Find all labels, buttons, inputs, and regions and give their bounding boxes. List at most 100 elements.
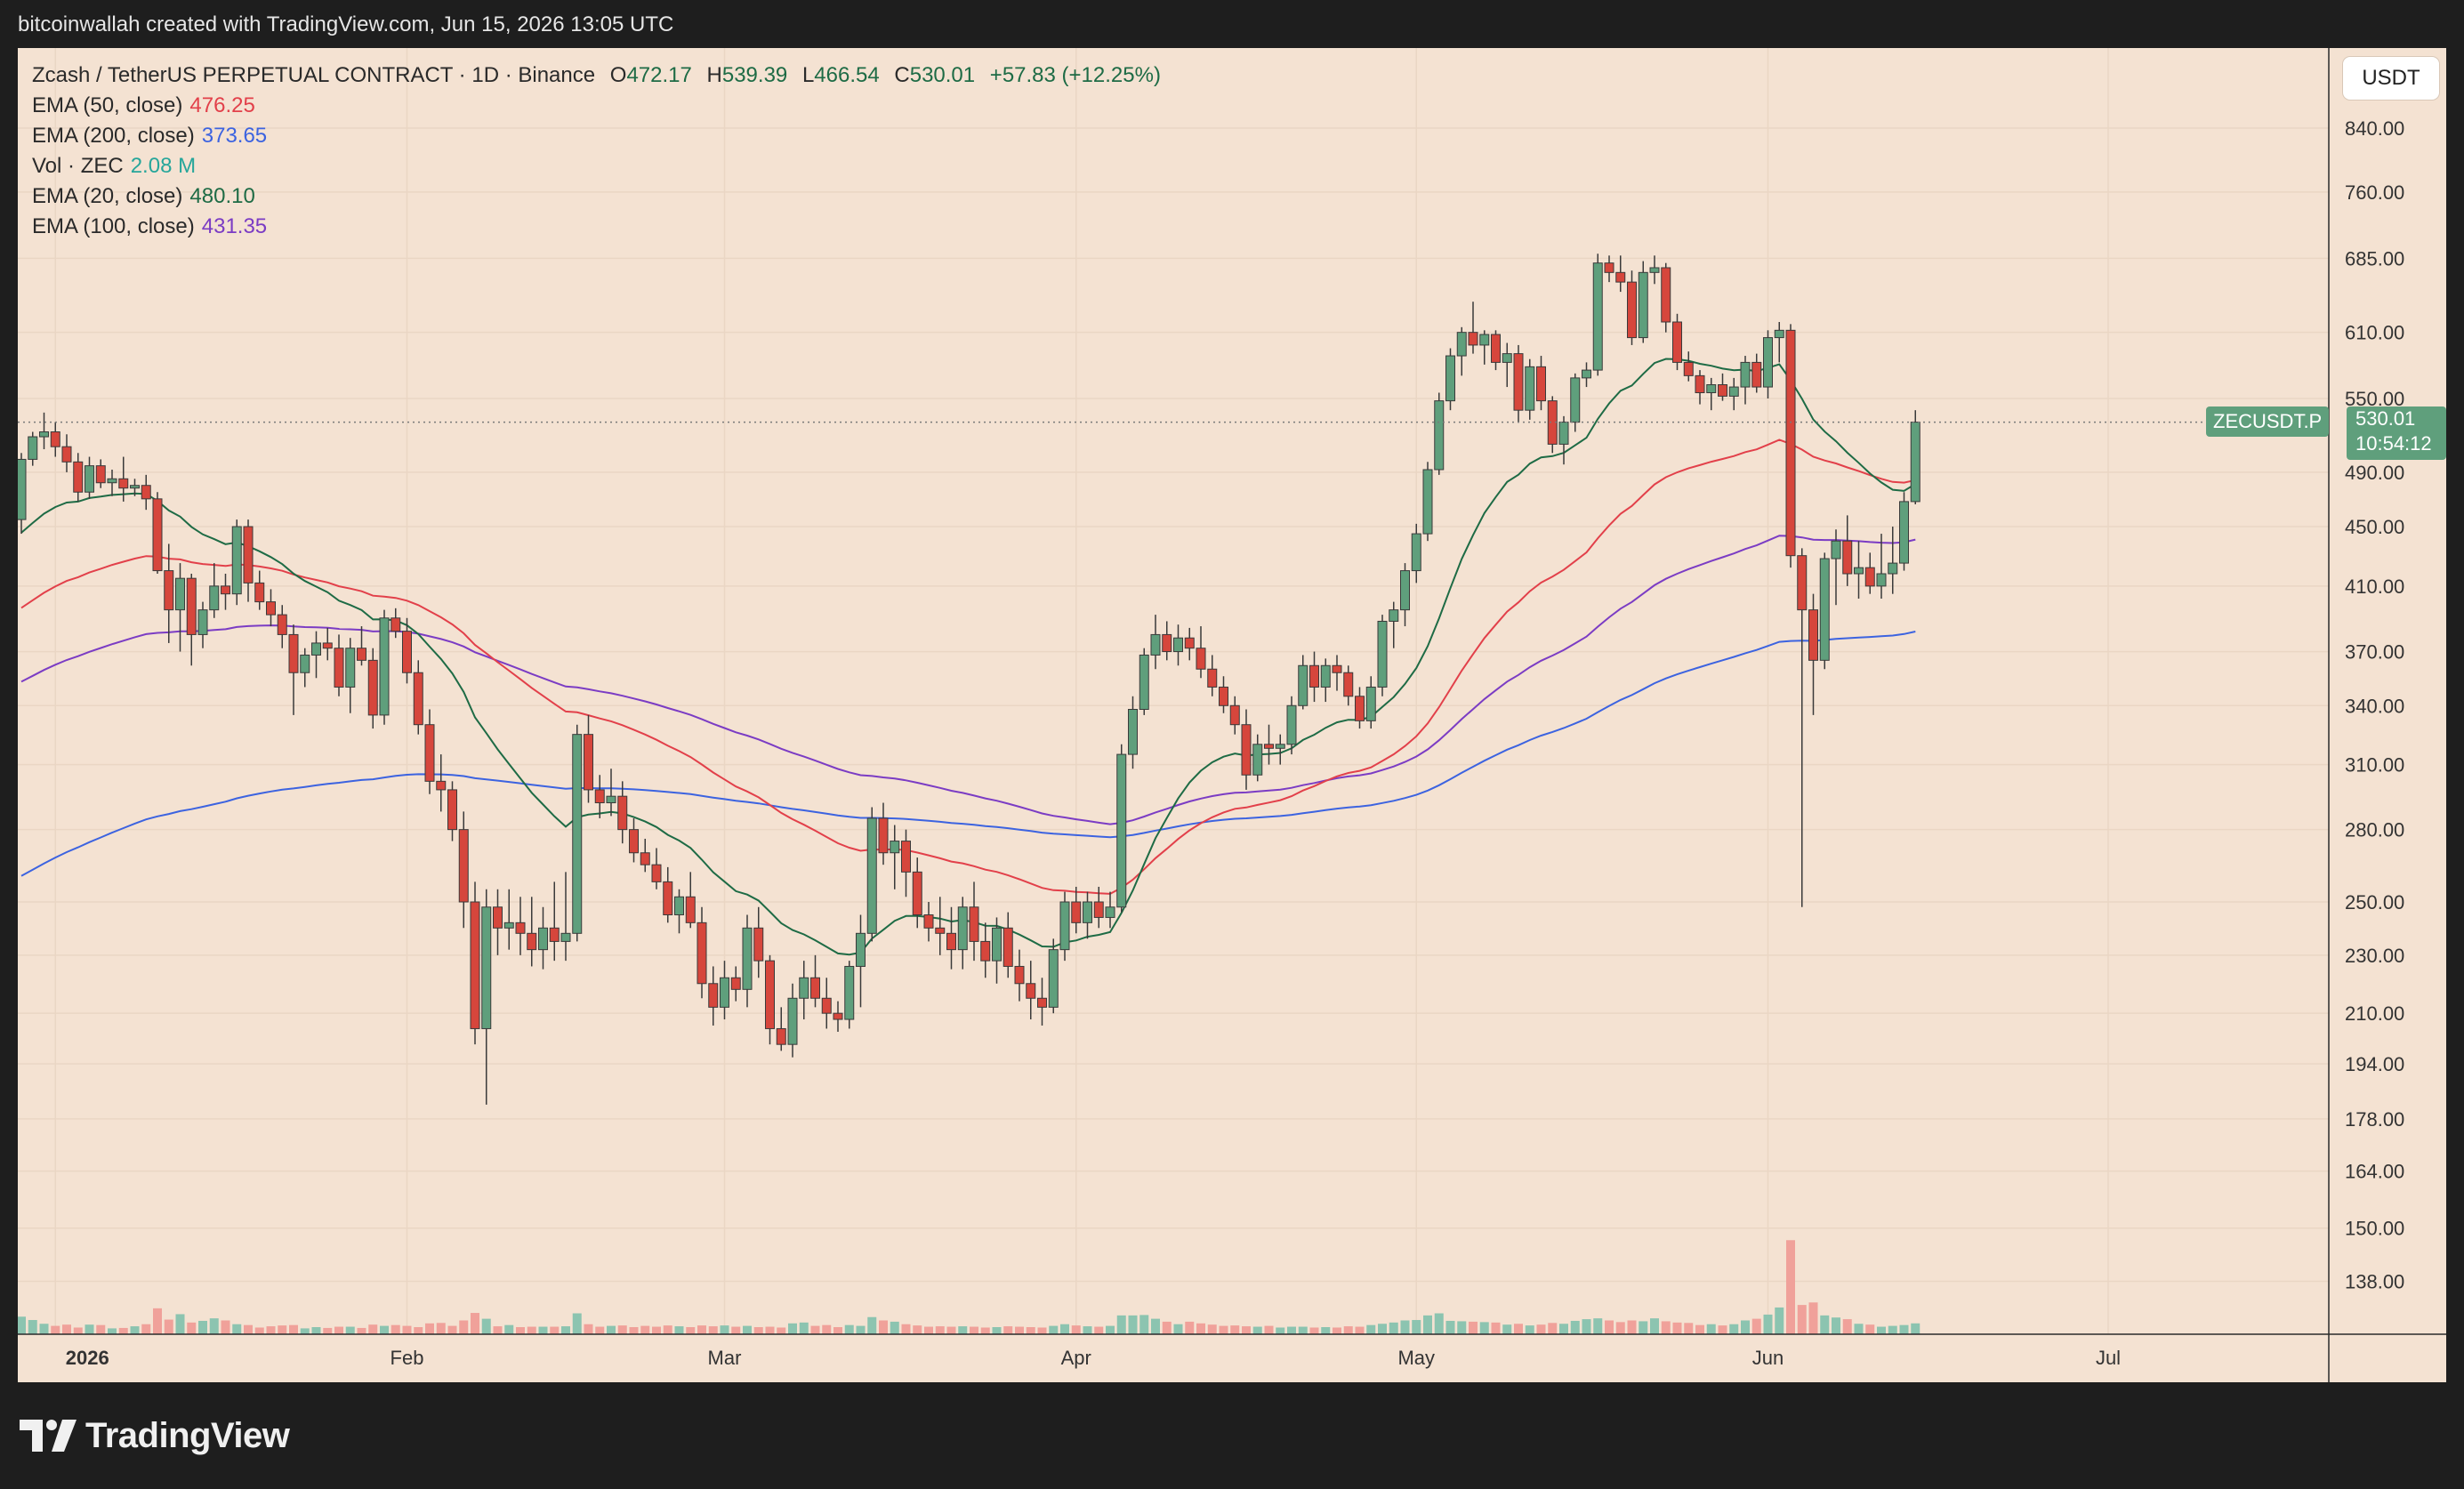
candle-body: [1751, 361, 1762, 388]
candle-body: [1422, 469, 1433, 535]
candle-body: [436, 780, 447, 791]
candle: [1434, 392, 1445, 475]
candle: [1264, 724, 1274, 765]
candle-body: [787, 997, 798, 1045]
volume-bar: [924, 1326, 933, 1334]
candle: [141, 474, 151, 511]
indicator-ema100[interactable]: EMA (100, close) 431.35: [32, 212, 1164, 242]
volume-bar: [447, 1325, 457, 1334]
candle-body: [1355, 696, 1365, 721]
time-tick-label: Jul: [2096, 1347, 2121, 1369]
indicator-label: Vol · ZEC: [32, 154, 124, 178]
indicator-ema50[interactable]: EMA (50, close) 476.25: [32, 91, 1164, 121]
candle: [95, 459, 106, 488]
candle: [742, 914, 753, 1008]
candle: [935, 897, 946, 955]
price-axis[interactable]: 840.00 760.00 685.00 610.00 550.00 490.00 450.…: [2345, 117, 2404, 1293]
volume-bar: [1593, 1318, 1603, 1334]
indicator-ema20[interactable]: EMA (20, close) 480.10: [32, 181, 1164, 212]
volume-bar: [1582, 1319, 1591, 1334]
candle-body: [1649, 267, 1660, 273]
volume-bar: [1139, 1315, 1149, 1334]
legend: Zcash / TetherUS PERPETUAL CONTRACT · 1D…: [32, 60, 1164, 242]
candle-body: [1298, 664, 1308, 706]
close-value: 530.01: [909, 63, 976, 87]
indicator-volume[interactable]: Vol · ZEC 2.08 M: [32, 151, 1164, 181]
candle-body: [584, 734, 593, 791]
volume-bar: [254, 1327, 264, 1334]
currency-selector-button[interactable]: USDT: [2343, 57, 2439, 100]
candle: [1831, 529, 1841, 606]
candlestick-chart[interactable]: 840.00 760.00 685.00 610.00 550.00 490.00 450.…: [18, 48, 2446, 1382]
candle: [1456, 326, 1467, 376]
candle-body: [367, 659, 378, 716]
volume-bar: [153, 1308, 162, 1334]
volume-bar: [232, 1324, 242, 1334]
candle-body: [1797, 555, 1808, 611]
candle: [584, 714, 593, 803]
volume-bar: [1366, 1324, 1376, 1334]
candle: [1570, 373, 1581, 432]
candle: [1797, 548, 1808, 907]
volume-bar: [1627, 1320, 1637, 1334]
candle-body: [130, 485, 140, 489]
time-axis[interactable]: 2026 Feb Mar Apr May Jun Jul: [66, 1347, 2121, 1369]
candle: [799, 961, 809, 1020]
candle-body: [1513, 353, 1524, 411]
candle: [1445, 348, 1455, 411]
symbol-title[interactable]: Zcash / TetherUS PERPETUAL CONTRACT · 1D…: [32, 63, 596, 87]
volume-bar: [516, 1327, 525, 1334]
candle: [1298, 655, 1308, 710]
candle-body: [856, 932, 866, 967]
candle-body: [1582, 369, 1591, 379]
candle-body: [1252, 744, 1263, 776]
volume-bar: [1775, 1307, 1784, 1334]
candle-body: [379, 617, 390, 716]
chart-panel[interactable]: 840.00 760.00 685.00 610.00 550.00 490.00 450.…: [18, 48, 2446, 1382]
candle-body: [402, 631, 412, 673]
indicator-value: 373.65: [201, 124, 268, 148]
volume-bar: [550, 1326, 560, 1334]
candle-body: [1774, 329, 1784, 339]
candle: [1275, 734, 1285, 765]
candle-body: [1365, 686, 1376, 721]
indicator-ema200[interactable]: EMA (200, close) 373.65: [32, 121, 1164, 151]
candle-body: [1207, 668, 1218, 688]
candle: [1740, 356, 1751, 405]
candle-body: [1718, 384, 1727, 397]
candle: [85, 456, 94, 499]
candle: [765, 954, 775, 1045]
candle-body: [946, 932, 956, 951]
candle: [1774, 322, 1784, 363]
symbol-info-row[interactable]: Zcash / TetherUS PERPETUAL CONTRACT · 1D…: [32, 60, 1164, 91]
candle-body: [1638, 271, 1648, 339]
volume-bar: [867, 1316, 877, 1334]
candle-body: [107, 478, 117, 484]
candle: [1842, 515, 1853, 586]
candle-body: [1558, 422, 1569, 445]
candle: [1003, 912, 1013, 978]
candle: [221, 574, 230, 610]
volume-bar: [1276, 1327, 1285, 1334]
volume-bar: [720, 1325, 729, 1334]
candle: [1547, 396, 1558, 454]
volume-bar: [980, 1327, 990, 1334]
candle-body: [640, 852, 650, 865]
candle-body: [708, 983, 719, 1008]
volume-bar: [538, 1326, 548, 1334]
candle-body: [1888, 562, 1898, 575]
candle-body: [1525, 366, 1535, 411]
volume-bar: [935, 1326, 945, 1334]
candle-body: [175, 577, 185, 611]
candle-body: [1604, 262, 1614, 273]
volume-bar: [1865, 1324, 1875, 1334]
volume-bar: [108, 1328, 117, 1334]
price-tick-label: 410.00: [2345, 575, 2404, 598]
volume-bar: [788, 1323, 797, 1334]
volume-bar: [1820, 1315, 1830, 1334]
candle: [1150, 615, 1161, 670]
volume-bar: [1015, 1326, 1024, 1334]
tradingview-logo[interactable]: TradingView: [20, 1414, 290, 1457]
volume-bar: [1445, 1320, 1455, 1334]
volume-bar: [1287, 1326, 1296, 1334]
